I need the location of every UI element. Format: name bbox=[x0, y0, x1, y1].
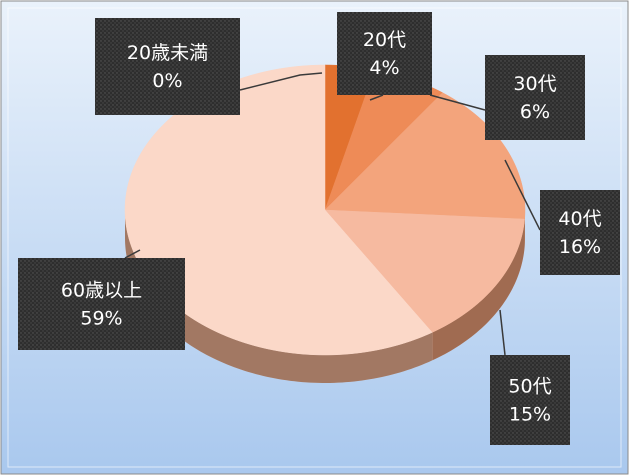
plot-frame bbox=[7, 7, 622, 468]
data-label-box bbox=[485, 55, 585, 140]
leader-line bbox=[124, 249, 141, 259]
data-label-value: 0% bbox=[152, 70, 182, 92]
data-label-box bbox=[337, 12, 432, 95]
data-label-value: 4% bbox=[369, 57, 399, 79]
slice-side-shade bbox=[432, 219, 525, 361]
data-label-box bbox=[540, 190, 620, 275]
data-label-category: 20歳未満 bbox=[127, 42, 208, 64]
data-label-value: 6% bbox=[520, 101, 550, 123]
leader-line bbox=[239, 72, 323, 91]
slice-side-shade bbox=[125, 210, 433, 383]
leader-line bbox=[504, 159, 541, 231]
data-label-box bbox=[18, 258, 185, 350]
data-label-box bbox=[490, 355, 570, 445]
data-label-value: 59% bbox=[80, 308, 122, 330]
data-label-category: 40代 bbox=[558, 208, 601, 230]
data-label-value: 16% bbox=[559, 236, 601, 258]
slice bbox=[324, 209, 525, 333]
data-label-category: 50代 bbox=[508, 376, 551, 398]
data-label-box bbox=[95, 18, 240, 115]
leader-line bbox=[369, 94, 384, 101]
data-label-category: 60歳以上 bbox=[61, 280, 142, 302]
leader-line bbox=[429, 94, 486, 111]
leader-line bbox=[499, 309, 506, 356]
data-label-value: 15% bbox=[509, 404, 551, 426]
data-label-category: 30代 bbox=[513, 73, 556, 95]
data-label-category: 20代 bbox=[363, 29, 406, 51]
